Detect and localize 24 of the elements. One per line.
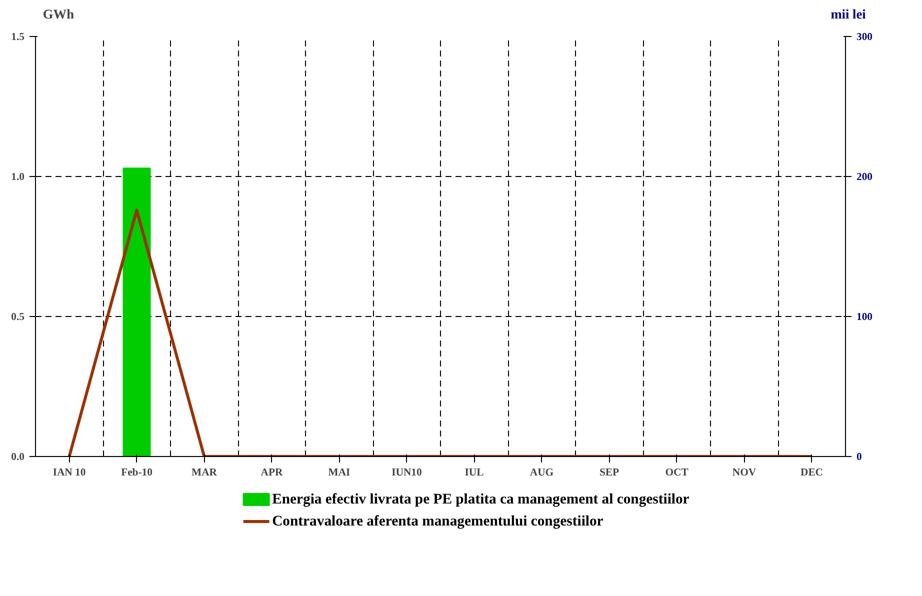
y-tick-label: 0.0 (11, 452, 25, 463)
y2-tick-label: 300 (856, 32, 872, 43)
y-tick-label: 1.5 (11, 32, 25, 43)
x-tick-label: NOV (732, 468, 756, 478)
x-tick-label: APR (260, 468, 284, 478)
y-tick-label: 1.0 (11, 172, 25, 183)
x-tick-label: IUL (464, 468, 484, 478)
legend-label: Contravaloare aferenta managementului congestiilor (272, 514, 604, 530)
x-tick-label: IUN10 (392, 468, 422, 478)
x-tick-label: AUG (530, 468, 554, 478)
y2-axis-title: mii lei (830, 6, 866, 22)
x-tick-label: DEC (800, 468, 823, 478)
x-tick-label: MAR (192, 468, 218, 478)
x-tick-label: SEP (599, 468, 620, 478)
y2-tick-label: 200 (856, 172, 872, 183)
x-tick-label: OCT (665, 468, 688, 478)
y-axis-title: GWh (42, 6, 75, 22)
x-tick-label: IAN 10 (52, 468, 86, 478)
y2-tick-label: 100 (856, 312, 872, 323)
y-tick-label: 0.5 (11, 312, 25, 323)
legend-label: Energia efectiv livrata pe PE platita ca management al congestiilor (272, 492, 690, 508)
y2-tick-label: 0 (856, 452, 862, 463)
x-tick-label: Feb-10 (121, 468, 152, 478)
x-tick-label: MAI (328, 468, 350, 478)
